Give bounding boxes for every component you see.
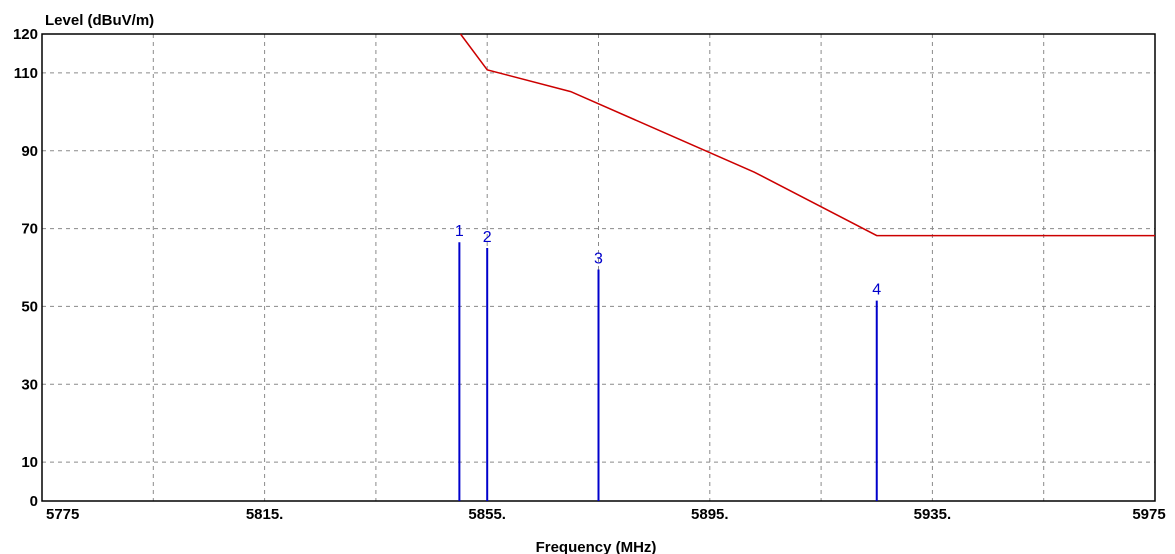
x-axis-title: Frequency (MHz) <box>536 539 657 554</box>
y-axis-title: Level (dBuV/m) <box>45 12 154 29</box>
y-tick-label: 10 <box>21 454 38 471</box>
y-tick-label: 50 <box>21 298 38 315</box>
limit-line <box>459 33 1155 237</box>
y-tick-label: 120 <box>13 26 38 43</box>
x-tick-label: 5855. <box>468 506 506 523</box>
y-tick-label: 90 <box>21 143 38 160</box>
marker-4-label: 4 <box>872 282 881 299</box>
marker-3-label: 3 <box>594 250 603 267</box>
x-axis-ticks: 5775 5815. 5855. 5895. 5935. 5975 <box>46 506 1166 523</box>
x-tick-label: 5935. <box>914 506 952 523</box>
y-tick-label: 110 <box>14 65 38 82</box>
x-tick-label: 5815. <box>246 506 284 523</box>
y-tick-label: 70 <box>21 221 38 238</box>
x-tick-label: 5895. <box>691 506 729 523</box>
emission-markers: 1 2 3 4 <box>455 223 881 501</box>
marker-1-label: 1 <box>455 223 464 240</box>
y-axis-ticks: 0 10 30 50 70 90 110 120 <box>13 26 38 510</box>
y-tick-label: 0 <box>30 493 38 510</box>
y-tick-label: 30 <box>21 376 38 393</box>
x-tick-label: 5775 <box>46 506 79 523</box>
marker-2-label: 2 <box>483 229 492 246</box>
x-tick-label: 5975 <box>1132 506 1165 523</box>
